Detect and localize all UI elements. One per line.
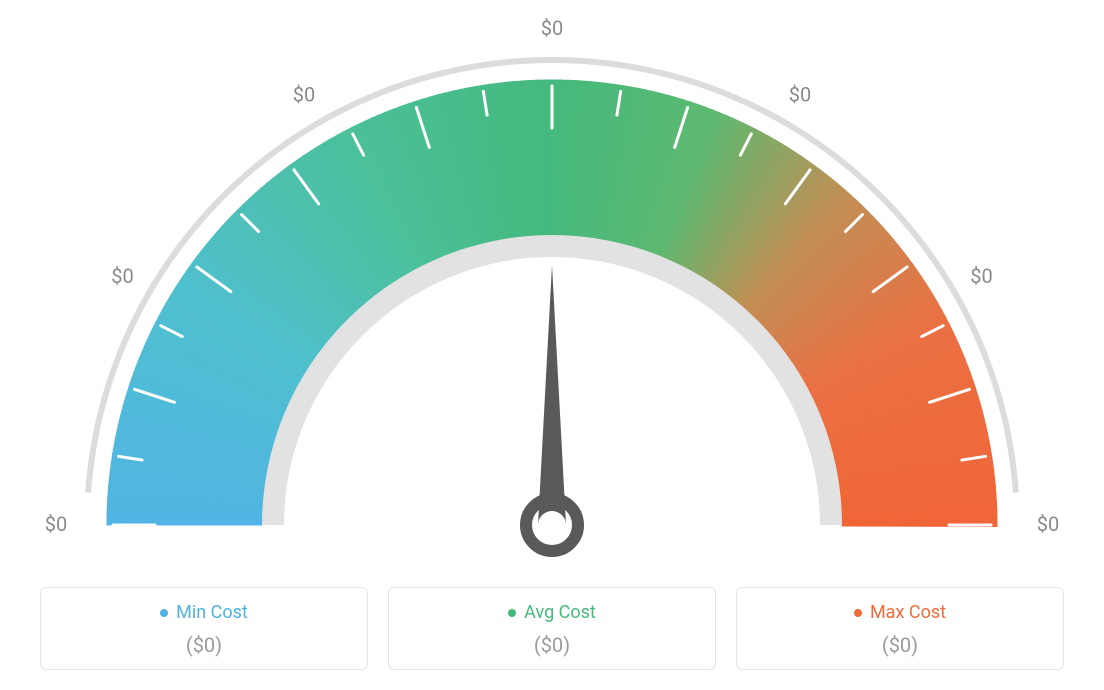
- legend-value-min: ($0): [51, 633, 357, 657]
- gauge-needle-hub-inner: [538, 511, 566, 539]
- legend-label-avg: Avg Cost: [508, 602, 596, 623]
- gauge-scale-label: $0: [293, 82, 315, 106]
- gauge-needle: [538, 265, 566, 525]
- legend-card-avg: Avg Cost ($0): [388, 587, 716, 671]
- legend-card-max: Max Cost ($0): [736, 587, 1064, 671]
- gauge-chart: $0 $0 $0 $0 $0 $0 $0: [0, 0, 1104, 560]
- legend-text-min: Min Cost: [176, 602, 248, 623]
- legend-row: Min Cost ($0) Avg Cost ($0) Max Cost ($0…: [40, 587, 1064, 671]
- gauge-scale-label: $0: [1037, 512, 1059, 536]
- legend-value-avg: ($0): [399, 633, 705, 657]
- gauge-scale-label: $0: [45, 512, 67, 536]
- legend-text-avg: Avg Cost: [524, 602, 596, 623]
- legend-dot-avg: [508, 609, 516, 617]
- legend-text-max: Max Cost: [870, 602, 946, 623]
- gauge-scale-label: $0: [970, 264, 992, 288]
- legend-label-min: Min Cost: [160, 602, 248, 623]
- gauge-scale-label: $0: [541, 16, 563, 40]
- legend-card-min: Min Cost ($0): [40, 587, 368, 671]
- legend-value-max: ($0): [747, 633, 1053, 657]
- legend-dot-min: [160, 609, 168, 617]
- legend-label-max: Max Cost: [854, 602, 946, 623]
- legend-dot-max: [854, 609, 862, 617]
- gauge-scale-label: $0: [789, 82, 811, 106]
- gauge-scale-label: $0: [111, 264, 133, 288]
- gauge-svg: $0 $0 $0 $0 $0 $0 $0: [0, 0, 1104, 560]
